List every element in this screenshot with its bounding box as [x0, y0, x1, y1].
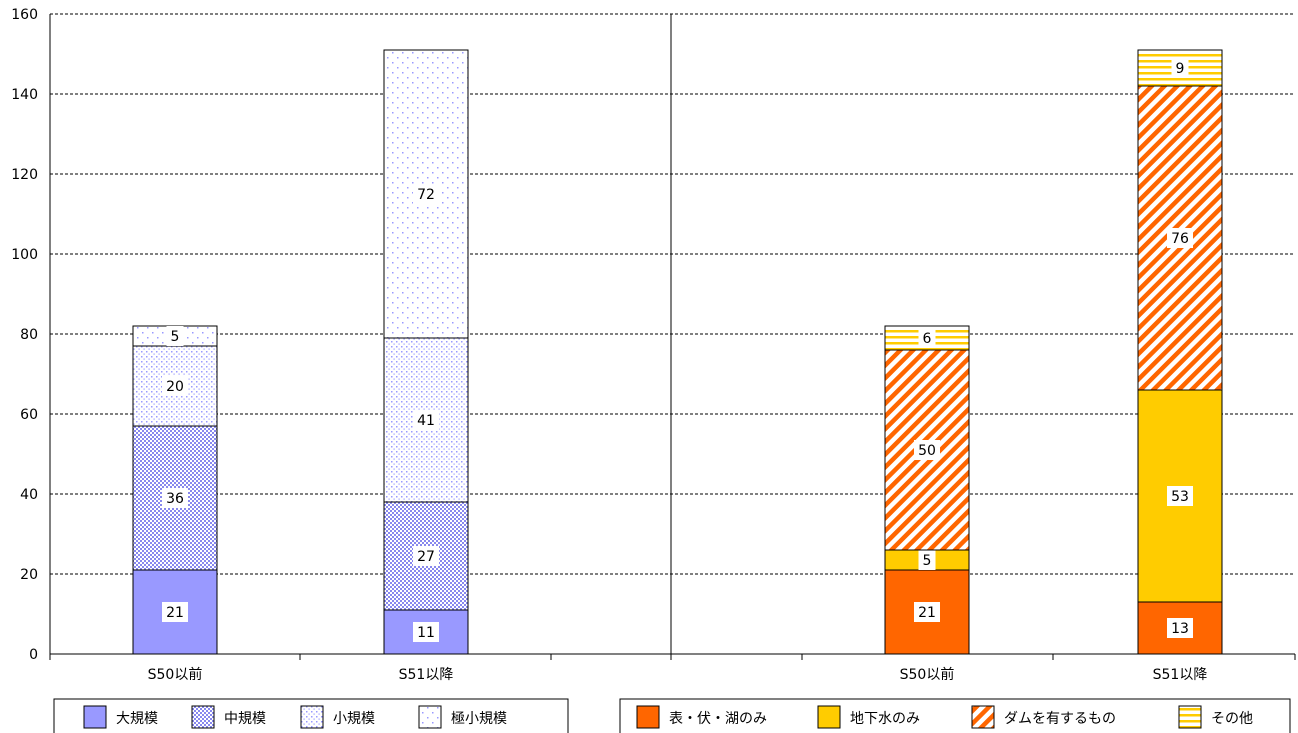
legend-swatch — [1178, 705, 1202, 729]
x-tick-label: S50以前 — [900, 666, 955, 683]
bar-segment — [383, 337, 469, 503]
x-tick-label: S51以降 — [1153, 667, 1208, 683]
y-tick-label: 40 — [20, 487, 38, 503]
legend-label: ダムを有するもの — [1004, 711, 1116, 727]
data-label-bg — [918, 328, 936, 348]
data-label: 5 — [923, 553, 932, 569]
data-label: 72 — [417, 187, 435, 203]
legends: 大規模 中規模 小規模 極小規模 表・伏・湖のみ 地下水のみ ダムを有するもの その他 — [53, 698, 1291, 733]
legend-box — [619, 698, 1291, 733]
data-label-bg — [1167, 486, 1193, 506]
data-label-bg — [914, 440, 940, 460]
legend-swatch — [83, 705, 107, 729]
data-label-bg — [413, 622, 439, 642]
y-tick-label: 140 — [11, 87, 38, 103]
legend-label: 小規模 — [333, 711, 375, 727]
legend-swatch — [636, 705, 660, 729]
y-tick-label: 0 — [29, 647, 38, 663]
y-tick-label: 100 — [11, 247, 38, 263]
legend-label: 中規模 — [224, 711, 266, 727]
legend-swatch — [191, 705, 215, 729]
data-label-bg — [413, 410, 439, 430]
legend-label: 地下水のみ — [850, 711, 920, 727]
x-tick-label: S50以前 — [148, 666, 203, 683]
y-tick-label: 60 — [20, 407, 38, 423]
data-label-bg — [413, 546, 439, 566]
data-label-bg — [162, 488, 188, 508]
data-label-bg — [1167, 618, 1193, 638]
legend-label: その他 — [1211, 711, 1253, 727]
data-label: 76 — [1171, 231, 1189, 247]
data-label-bg — [166, 326, 184, 346]
data-label: 9 — [1176, 61, 1185, 77]
axes: 0 20 40 60 80 100 120 140 160 S50以前 S51以降 S50以前 S51以… — [11, 7, 1296, 683]
legend-label: 大規模 — [116, 711, 158, 727]
data-label-bg — [918, 550, 936, 570]
data-label-bg — [914, 602, 940, 622]
data-label: 50 — [918, 443, 936, 459]
data-label: 6 — [923, 331, 932, 347]
bars: 21 36 20 5 11 27 41 72 21 5 50 6 13 53 76 9 — [132, 49, 1223, 655]
legend-swatch — [418, 705, 442, 729]
data-label-bg — [413, 184, 439, 204]
x-tick-label: S51以降 — [399, 667, 454, 683]
legend-label: 表・伏・湖のみ — [669, 711, 767, 727]
data-label: 21 — [166, 605, 184, 621]
data-label: 13 — [1171, 621, 1189, 637]
legend-label: 極小規模 — [451, 711, 507, 727]
data-label-bg — [162, 376, 188, 396]
data-label-bg — [1167, 228, 1193, 248]
y-tick-label: 120 — [11, 167, 38, 183]
grid — [50, 13, 1295, 575]
data-label: 36 — [166, 491, 184, 507]
legend-swatch — [300, 705, 324, 729]
y-tick-label: 80 — [20, 327, 38, 343]
data-label: 27 — [417, 549, 435, 565]
data-label-bg — [162, 602, 188, 622]
data-label: 20 — [166, 379, 184, 395]
y-tick-label: 20 — [20, 567, 38, 583]
y-tick-label: 160 — [11, 7, 38, 23]
data-label: 41 — [417, 413, 435, 429]
data-label: 53 — [1171, 489, 1189, 505]
legend-swatch — [971, 705, 995, 729]
data-label: 21 — [918, 605, 936, 621]
data-label-bg — [1171, 58, 1189, 78]
legend-swatch — [817, 705, 841, 729]
data-label: 11 — [417, 625, 435, 641]
data-label: 5 — [171, 329, 180, 345]
